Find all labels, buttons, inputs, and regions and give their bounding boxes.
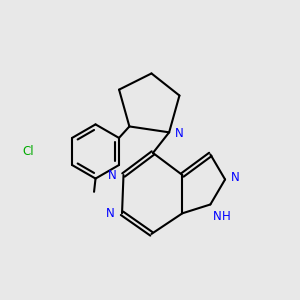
Text: N: N [174, 127, 183, 140]
Text: N: N [107, 169, 116, 182]
Text: Cl: Cl [22, 145, 34, 158]
Text: N: N [213, 210, 222, 223]
Text: N: N [230, 172, 239, 184]
Text: N: N [106, 207, 115, 220]
Text: H: H [222, 210, 231, 223]
